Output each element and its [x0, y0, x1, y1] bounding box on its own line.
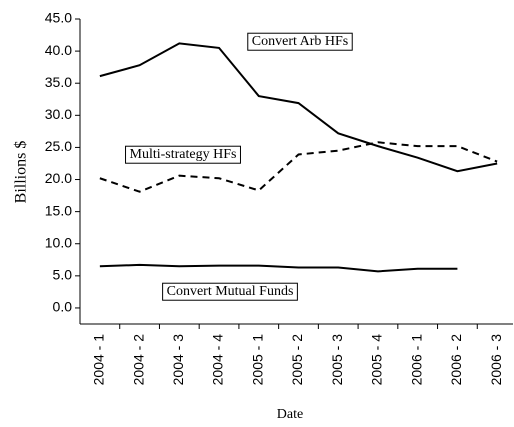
- y-tick-label: 5.0: [53, 267, 73, 283]
- series-label-box: [162, 282, 298, 301]
- series-line: [99, 263, 458, 273]
- y-tick-label: 40.0: [45, 42, 72, 58]
- y-tick-label: 45.0: [45, 10, 72, 26]
- x-tick-label: 2005 - 3: [329, 334, 345, 386]
- x-axis-title: Date: [277, 407, 303, 422]
- y-tick-label: 15.0: [45, 202, 72, 218]
- series-label: Convert Mutual Funds: [167, 284, 294, 299]
- series-label: Convert Arb HFs: [252, 34, 348, 49]
- y-axis-title: Billions $: [13, 141, 30, 204]
- y-tick-label: 10.0: [45, 234, 72, 250]
- series-line: [99, 141, 498, 193]
- y-tick-label: 25.0: [45, 138, 72, 154]
- x-tick-label: 2005 - 1: [249, 334, 265, 386]
- x-tick-label: 2004 - 2: [130, 334, 146, 386]
- x-tick-label: 2004 - 3: [170, 334, 186, 386]
- y-tick-label: 20.0: [45, 170, 72, 186]
- y-tick-label: 35.0: [45, 74, 72, 90]
- series-label-box: [247, 32, 353, 51]
- x-tick-label: 2006 - 3: [488, 334, 504, 386]
- y-tick-label: 30.0: [45, 106, 72, 122]
- series-label-box: [125, 145, 241, 164]
- x-tick-label: 2006 - 1: [408, 334, 424, 386]
- x-tick-label: 2004 - 1: [91, 334, 107, 386]
- x-tick-label: 2006 - 2: [448, 334, 464, 386]
- x-tick-label: 2005 - 4: [369, 334, 385, 386]
- x-tick-label: 2004 - 4: [210, 334, 226, 386]
- y-tick-label: 0.0: [53, 299, 73, 315]
- series-line: [99, 42, 498, 173]
- series-label: Multi-strategy HFs: [130, 147, 237, 162]
- x-tick-label: 2005 - 2: [289, 334, 305, 386]
